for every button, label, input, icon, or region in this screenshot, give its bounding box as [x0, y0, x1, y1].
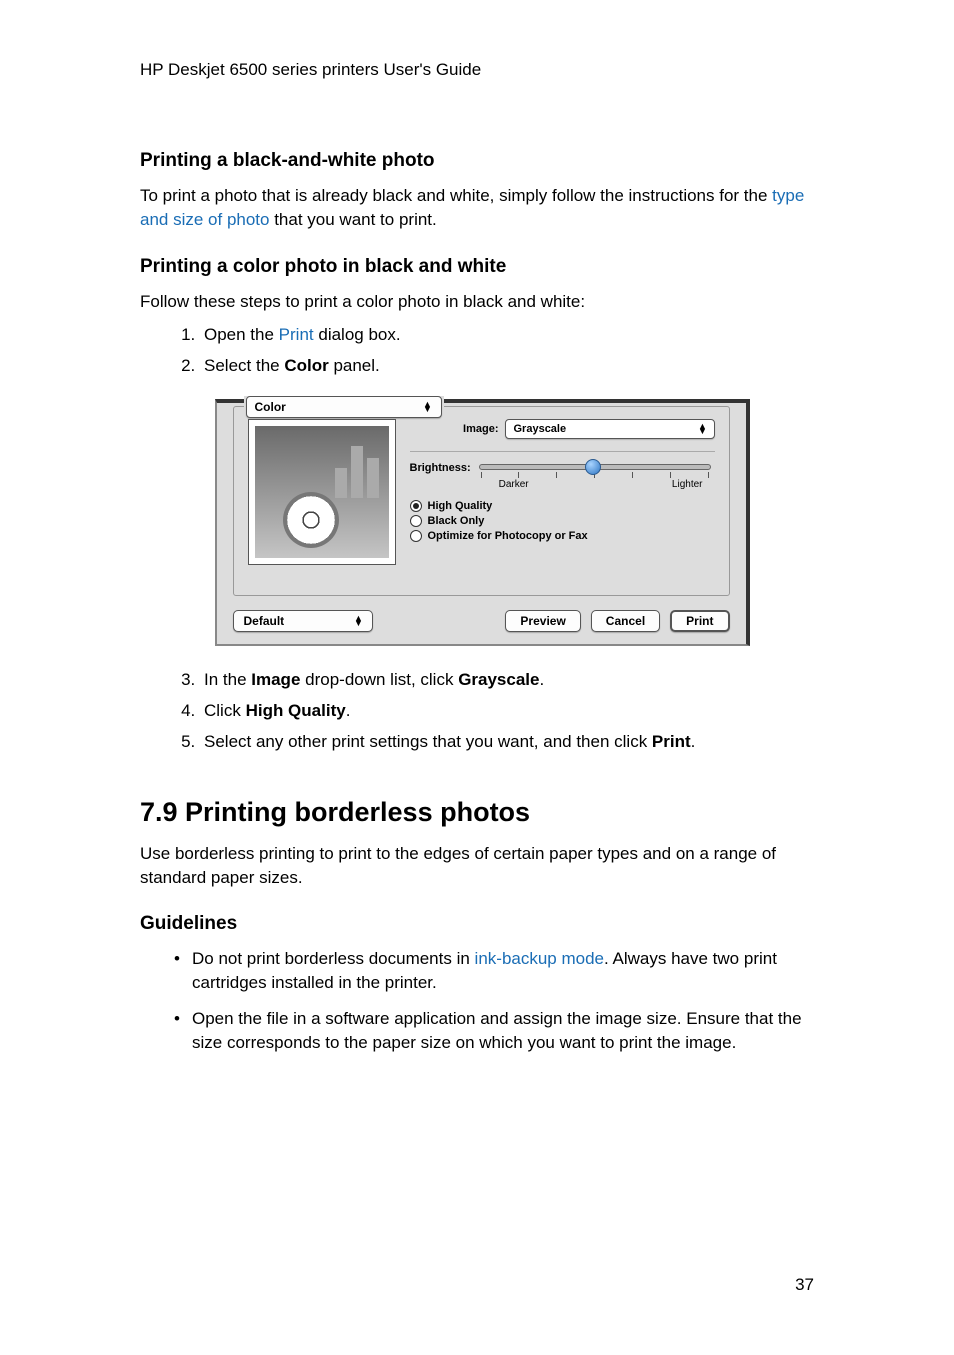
- panel-dropdown-value: Color: [255, 400, 286, 414]
- radio-icon: [410, 500, 422, 512]
- paragraph: Follow these steps to print a color phot…: [140, 290, 824, 314]
- text: that you want to print.: [269, 210, 436, 229]
- heading-guidelines: Guidelines: [140, 913, 824, 935]
- color-fieldset: Color Image: Grayscale: [233, 406, 730, 596]
- print-button[interactable]: Print: [670, 610, 729, 632]
- radio-label: Black Only: [428, 515, 485, 527]
- link-print-dialog[interactable]: Print: [279, 325, 314, 344]
- radio-high-quality[interactable]: High Quality: [410, 500, 715, 512]
- text: dialog box.: [314, 325, 401, 344]
- text: .: [691, 732, 696, 751]
- link-ink-backup-mode[interactable]: ink-backup mode: [475, 949, 604, 968]
- updown-icon: [421, 402, 435, 412]
- brightness-label: Brightness:: [410, 462, 471, 474]
- slider-label-darker: Darker: [499, 479, 529, 490]
- paragraph: Use borderless printing to print to the …: [140, 842, 824, 890]
- text: In the: [204, 670, 251, 689]
- text: drop-down list, click: [300, 670, 458, 689]
- bold-text: High Quality: [246, 701, 346, 720]
- radio-icon: [410, 530, 422, 542]
- preview-button[interactable]: Preview: [505, 610, 580, 632]
- bold-text: Grayscale: [458, 670, 539, 689]
- bold-text: Color: [284, 356, 328, 375]
- radio-icon: [410, 515, 422, 527]
- radio-optimize-photocopy[interactable]: Optimize for Photocopy or Fax: [410, 530, 715, 542]
- updown-icon: [696, 424, 710, 434]
- bold-text: Print: [652, 732, 691, 751]
- preset-value: Default: [244, 614, 285, 628]
- radio-label: Optimize for Photocopy or Fax: [428, 530, 588, 542]
- cancel-button[interactable]: Cancel: [591, 610, 660, 632]
- color-panel-dialog: Color Image: Grayscale: [215, 399, 750, 646]
- bold-text: Image: [251, 670, 300, 689]
- panel-selector: Color: [244, 396, 444, 418]
- text: Do not print borderless documents in: [192, 949, 475, 968]
- step-2: Select the Color panel.: [200, 352, 824, 381]
- bullet-2: Open the file in a software application …: [192, 1007, 824, 1055]
- brightness-slider[interactable]: Darker Lighter: [475, 462, 715, 490]
- panel-dropdown[interactable]: Color: [246, 396, 442, 418]
- paragraph: To print a photo that is already black a…: [140, 184, 824, 232]
- heading-color-bw: Printing a color photo in black and whit…: [140, 256, 824, 278]
- text: panel.: [329, 356, 380, 375]
- radio-label: High Quality: [428, 500, 493, 512]
- step-1: Open the Print dialog box.: [200, 321, 824, 350]
- step-3: In the Image drop-down list, click Grays…: [200, 666, 824, 695]
- text: Open the: [204, 325, 279, 344]
- heading-bw-photo: Printing a black-and-white photo: [140, 150, 824, 172]
- text: Select any other print settings that you…: [204, 732, 652, 751]
- image-dropdown-value: Grayscale: [514, 423, 567, 435]
- page-number: 37: [140, 1275, 824, 1295]
- updown-icon: [352, 616, 366, 626]
- text: Select the: [204, 356, 284, 375]
- heading-borderless: 7.9 Printing borderless photos: [140, 797, 824, 828]
- divider: [410, 451, 715, 452]
- document-header: HP Deskjet 6500 series printers User's G…: [140, 60, 824, 80]
- step-4: Click High Quality.: [200, 697, 824, 726]
- radio-black-only[interactable]: Black Only: [410, 515, 715, 527]
- text: .: [346, 701, 351, 720]
- text: Click: [204, 701, 246, 720]
- text: .: [539, 670, 544, 689]
- text: To print a photo that is already black a…: [140, 186, 772, 205]
- preset-dropdown[interactable]: Default: [233, 610, 373, 632]
- image-label: Image:: [463, 423, 498, 435]
- preview-thumbnail: [248, 419, 396, 565]
- bullet-1: Do not print borderless documents in ink…: [192, 947, 824, 995]
- image-dropdown[interactable]: Grayscale: [505, 419, 715, 439]
- step-5: Select any other print settings that you…: [200, 728, 824, 757]
- slider-label-lighter: Lighter: [672, 479, 703, 490]
